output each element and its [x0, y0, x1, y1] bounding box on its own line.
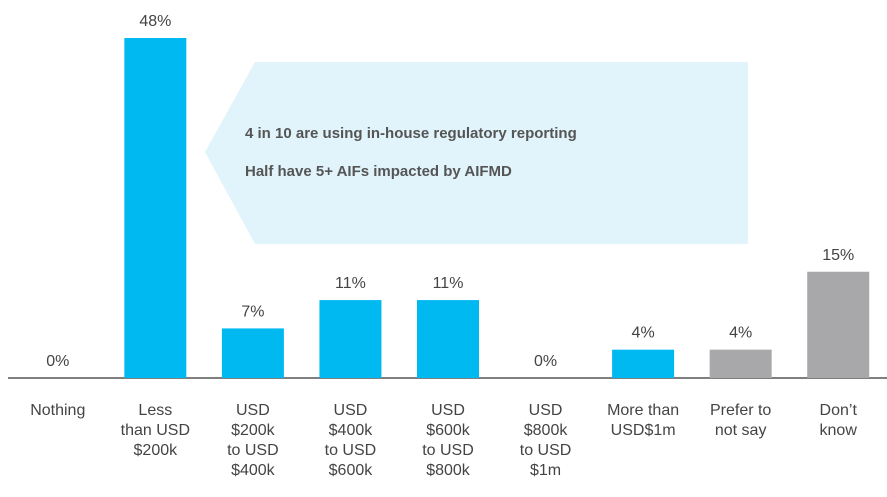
value-label: 0%	[46, 353, 69, 370]
x-tick-label: Prefer to not say	[709, 402, 772, 439]
bar	[807, 271, 870, 378]
bar	[417, 300, 479, 378]
value-label: 4%	[632, 325, 655, 342]
x-tick-label: Less than USD $200k	[120, 402, 191, 459]
value-label: 15%	[822, 247, 854, 264]
value-label: 48%	[139, 13, 171, 30]
annotation: 4 in 10 are using in-house regulatory re…	[245, 125, 577, 142]
value-label: 4%	[729, 325, 752, 342]
value-label: 11%	[335, 275, 366, 292]
value-label: 0%	[534, 353, 557, 370]
annotation: Half have 5+ AIFs impacted by AIFMD	[245, 163, 512, 180]
x-tick-label: USD $600k to USD $800k	[422, 402, 474, 479]
x-tick-label: More than USD$1m	[607, 402, 680, 439]
x-tick-label: Don’t know	[819, 402, 857, 439]
x-tick-label: USD $200k to USD $400k	[227, 402, 279, 479]
value-label: 11%	[433, 275, 464, 292]
bar	[709, 349, 772, 378]
x-tick-label: USD $400k to USD $600k	[324, 402, 377, 479]
bar	[319, 300, 382, 378]
bar	[221, 328, 284, 378]
value-label: 7%	[241, 303, 264, 320]
bar	[124, 38, 187, 378]
x-tick-label: USD $800k to USD $1m	[519, 402, 572, 479]
x-tick-label: Nothing	[30, 402, 86, 419]
callout	[205, 62, 748, 244]
bar	[612, 349, 675, 378]
